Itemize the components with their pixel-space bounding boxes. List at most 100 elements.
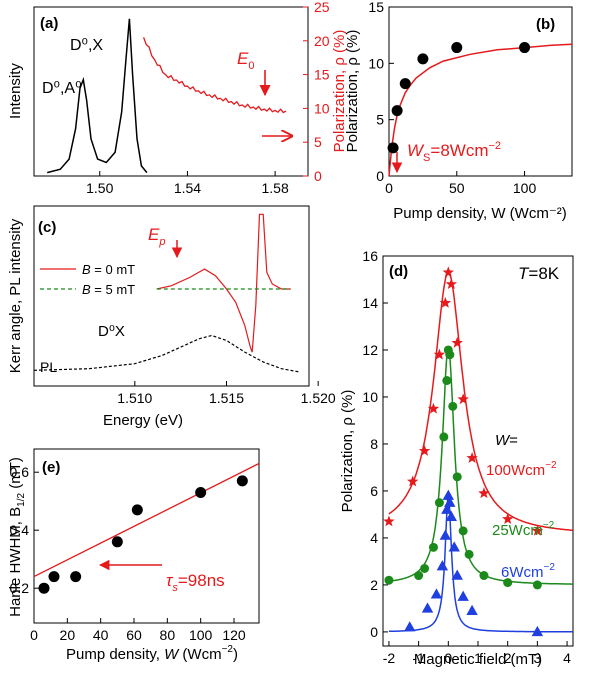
panel-e-xtick-label: 120: [222, 627, 246, 643]
panel-d-point-blue: [430, 588, 443, 599]
panel-d-point-green: [503, 578, 513, 588]
panel-d-point-red: [407, 475, 419, 487]
panel-d-point-red: [478, 487, 490, 499]
panel-d-point-blue: [421, 602, 434, 613]
panel-d-xtick-label: -1: [412, 650, 425, 666]
panel-d-point-green: [384, 575, 394, 585]
panel-d-point-red: [531, 524, 544, 536]
panel-d-point-green: [420, 563, 430, 573]
panel-b-fit-line: [388, 43, 573, 177]
series-label-100: 100Wcm−2: [486, 460, 557, 479]
panel-b: (b) Polarization, ρ (%) Pump density, W …: [344, 0, 573, 222]
panel-e-frame: [33, 448, 260, 624]
panel-e-label: (e): [42, 459, 60, 476]
panel-d-point-red: [439, 297, 452, 308]
panel-a-right-ytick-label: 0: [314, 168, 322, 184]
panel-b-point: [391, 105, 403, 117]
panel-d-point-blue: [531, 625, 544, 637]
panel-a-frame: [33, 6, 309, 177]
panel-a-polarization-line: [142, 37, 287, 114]
panel-a-right-ytick-label: 10: [314, 100, 330, 116]
panel-d-point-red: [502, 513, 514, 524]
series-label-25: 25Wcm−2: [492, 520, 555, 539]
panel-d-xtick-label: -2: [383, 650, 396, 666]
panel-d-point-blue: [442, 489, 455, 500]
panel-c-xtick-label: 1.520: [301, 390, 336, 406]
panel-d-xtick-label: 2: [504, 650, 512, 666]
panel-b-point: [451, 42, 463, 54]
panel-e-xtick-label: 60: [126, 627, 142, 643]
panel-c-pl-line: [33, 334, 300, 373]
panel-d-point-blue: [439, 529, 452, 540]
panel-d-xtick-label: 1: [474, 650, 482, 666]
panel-d-ytick-label: 0: [370, 624, 378, 640]
panel-b-ws-label: WS=8Wcm−2: [407, 140, 501, 164]
panel-c: (c) Kerr angle, PL intensity Energy (eV)…: [7, 205, 336, 429]
panel-d-point-red: [457, 393, 469, 405]
panel-c-xtick-label: 1.515: [209, 390, 244, 406]
panel-e-ytick-label: 0.6: [10, 464, 30, 480]
panel-d-temperature: T=8K: [518, 264, 560, 283]
panel-d-point-green: [452, 472, 462, 482]
panel-d-point-green: [439, 432, 449, 442]
panel-b-xtick-label: 50: [449, 180, 465, 196]
panel-e-xtick-label: 80: [160, 627, 176, 643]
panel-b-ytick-label: 0: [376, 168, 384, 184]
panel-d-ytick-label: 4: [370, 530, 378, 546]
panel-a-e0-label: E0: [237, 49, 254, 72]
panel-d-point-blue: [404, 621, 416, 632]
panel-d-label: (d): [389, 263, 408, 280]
panel-d-xlabel: Magnetic field (mT): [414, 651, 542, 668]
panel-d-point-green: [428, 542, 438, 552]
panel-e-fit-line: [33, 462, 260, 578]
panel-c-xtick-label: 1.510: [117, 390, 152, 406]
panel-d-point-green: [445, 350, 455, 360]
panel-d-ytick-label: 8: [370, 436, 378, 452]
panel-a-right-ytick-label: 5: [314, 134, 322, 150]
panel-d-point-red: [427, 402, 440, 414]
panel-d-point-green: [448, 401, 458, 411]
panel-c-dx-label: D⁰X: [98, 323, 125, 340]
panel-d-point-green: [414, 571, 424, 581]
panel-d-point-green: [458, 526, 468, 536]
panel-d-point-red: [451, 336, 463, 348]
panel-d-point-blue: [445, 510, 457, 521]
panel-b-ytick-label: 15: [368, 0, 384, 15]
panel-d-point-red: [433, 348, 446, 360]
panel-e-point: [38, 582, 50, 594]
panel-d-point-green: [434, 498, 444, 508]
panel-d-point-red: [383, 515, 395, 527]
panel-d-point-blue: [436, 560, 449, 571]
panel-a-right-ytick-label: 20: [314, 33, 330, 49]
panel-d-point-green: [532, 580, 542, 590]
panel-e-point: [236, 475, 248, 487]
panel-a-xtick-label: 1.50: [86, 180, 113, 196]
panel-b-ytick-label: 10: [368, 55, 384, 71]
panel-d-xtick-label: 3: [533, 650, 541, 666]
panel-b-label: (b): [536, 16, 555, 33]
panel-e-xtick-label: 40: [93, 627, 109, 643]
panel-c-label: (c): [38, 219, 56, 236]
panel-d-xtick-label: 4: [563, 650, 571, 666]
panel-d-ytick-label: 2: [370, 577, 378, 593]
panel-d-point-blue: [441, 503, 453, 514]
panel-e-xlabel: Pump density, W (Wcm−2): [66, 644, 238, 663]
panel-d-point-red: [445, 278, 457, 289]
panel-d-point-blue: [448, 541, 460, 552]
panel-e-ytick-label: 0.2: [10, 580, 30, 596]
panel-b-xtick-label: 0: [385, 180, 393, 196]
panel-b-frame: [388, 6, 573, 177]
panel-e-xtick-label: 20: [60, 627, 76, 643]
panel-d-point-green: [479, 571, 489, 581]
panel-d-ytick-label: 6: [370, 483, 378, 499]
panel-d-fit-blue: [388, 495, 573, 633]
panel-d-ytick-label: 16: [362, 248, 378, 264]
panel-b-ytick-label: 5: [376, 112, 384, 128]
panel-e-ytick-label: 0.4: [10, 522, 30, 538]
panel-d: (d) T=8K Polarization, ρ (%) Magnetic fi…: [339, 248, 574, 668]
panel-a-right-ytick-label: 25: [314, 0, 330, 15]
panel-d-frame: [382, 255, 574, 647]
panel-b-point: [417, 53, 429, 65]
panel-a-ylabel-right: Polarization, ρ (%): [331, 30, 348, 153]
